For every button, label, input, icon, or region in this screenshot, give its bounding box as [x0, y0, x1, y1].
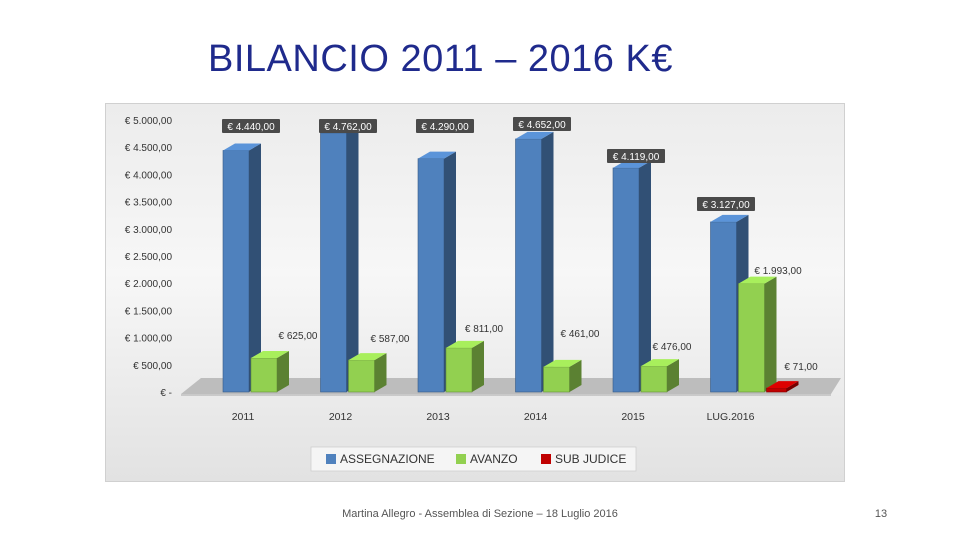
assegnazione-bar	[515, 131, 554, 393]
slide-footer: Martina Allegro - Assemblea di Sezione –…	[342, 508, 618, 520]
assegnazione-bar	[222, 143, 261, 393]
legend-swatch	[326, 454, 336, 464]
x-tick-label: 2014	[524, 411, 548, 423]
y-tick-label: € 2.000,00	[125, 279, 173, 290]
assegnazione-data-label: € 4.440,00	[227, 122, 275, 133]
sub-judice-data-label: € 71,00	[784, 362, 818, 373]
legend-label: ASSEGNAZIONE	[340, 452, 435, 466]
avanzo-bar	[640, 359, 679, 393]
avanzo-bar	[738, 276, 777, 393]
legend-swatch	[541, 454, 551, 464]
y-tick-label: € 500,00	[133, 361, 172, 372]
assegnazione-label-bg	[222, 119, 280, 133]
assegnazione-label-bg	[319, 119, 377, 133]
avanzo-bar	[250, 351, 289, 393]
y-tick-label: € 2.500,00	[125, 252, 173, 263]
slide-title: BILANCIO 2011 – 2016 K€	[208, 38, 673, 80]
assegnazione-data-label: € 4.119,00	[613, 152, 660, 163]
x-tick-label: 2013	[426, 411, 450, 423]
assegnazione-data-label: € 4.290,00	[421, 122, 469, 133]
y-tick-label: € 4.000,00	[125, 170, 173, 181]
legend-label: AVANZO	[470, 452, 518, 466]
x-tick-label: 2015	[621, 411, 645, 423]
assegnazione-data-label: € 4.762,00	[324, 122, 372, 133]
legend-swatch	[456, 454, 466, 464]
legend-box	[310, 446, 637, 472]
x-tick-label: 2011	[232, 411, 255, 423]
sub-judice-bar	[766, 381, 799, 393]
assegnazione-label-bg	[697, 197, 755, 211]
assegnazione-bar	[417, 151, 456, 393]
assegnazione-bar	[612, 160, 651, 393]
y-tick-label: € 4.500,00	[125, 143, 173, 154]
avanzo-data-label: € 625,00	[279, 331, 318, 342]
chart-panel: € - € 500,00 € 1.000,00 € 1.500,00 € 2.000,0…	[105, 103, 845, 482]
avanzo-data-label: € 1.993,00	[754, 266, 802, 277]
assegnazione-data-label: € 3.127,00	[702, 200, 750, 211]
y-tick-label: € 5.000,00	[125, 116, 173, 127]
x-tick-label: 2012	[329, 411, 353, 423]
assegnazione-label-bg	[607, 149, 665, 163]
avanzo-data-label: € 461,00	[561, 329, 600, 340]
avanzo-bar	[445, 340, 484, 393]
avanzo-data-label: € 587,00	[371, 334, 410, 345]
avanzo-bar	[348, 353, 387, 393]
page-number: 13	[874, 508, 888, 520]
avanzo-data-label: € 811,00	[465, 324, 504, 335]
y-tick-label: € 1.500,00	[125, 306, 173, 317]
assegnazione-bar	[320, 125, 359, 393]
y-tick-label: € 3.000,00	[125, 225, 173, 236]
assegnazione-label-bg	[513, 117, 571, 131]
avanzo-bar	[543, 359, 582, 393]
assegnazione-label-bg	[416, 119, 474, 133]
y-tick-label: € 3.500,00	[125, 198, 173, 209]
y-tick-label: € 1.000,00	[125, 334, 173, 345]
legend-label: SUB JUDICE	[555, 452, 626, 466]
budget-chart: € - € 500,00 € 1.000,00 € 1.500,00 € 2.000,0…	[125, 116, 841, 472]
assegnazione-data-label: € 4.652,00	[518, 120, 566, 131]
avanzo-data-label: € 476,00	[653, 342, 692, 353]
x-tick-label: LUG.2016	[707, 411, 755, 423]
y-tick-label: € -	[160, 388, 172, 399]
